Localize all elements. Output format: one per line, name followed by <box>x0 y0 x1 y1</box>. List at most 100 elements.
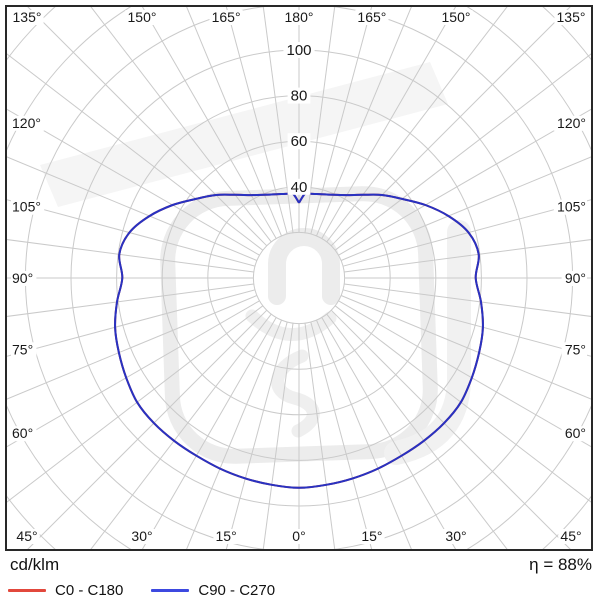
angle-label-75-left: 75° <box>12 341 33 357</box>
angle-label-165-left: 165° <box>212 9 241 25</box>
angle-label-120-left: 120° <box>12 115 41 131</box>
grid-spoke <box>26 309 268 550</box>
angle-label-halo <box>290 529 308 544</box>
ring-labels: 40 60 80 100 <box>283 42 315 196</box>
angle-label-halo <box>355 10 389 25</box>
angle-label-halo <box>561 271 587 286</box>
angle-label-halo <box>443 529 469 544</box>
grid-spoke <box>6 238 254 273</box>
angle-label-halo <box>553 199 587 215</box>
grid-spoke <box>141 317 277 550</box>
angle-label-60-right: 60° <box>565 425 586 441</box>
angle-label-halo <box>129 529 155 544</box>
ring-label-80: 80 <box>291 88 308 105</box>
angle-label-halo <box>209 10 243 25</box>
grid-spoke <box>330 309 572 550</box>
grid-spoke <box>304 6 336 233</box>
angle-label-90-right: 90° <box>565 270 586 286</box>
grid-spoke <box>6 289 256 358</box>
grid-spoke <box>340 295 592 400</box>
grid-spoke <box>304 323 336 550</box>
angle-label-15-right: 15° <box>361 528 382 544</box>
angle-label-180-right: 180° <box>285 9 314 25</box>
grid-spoke <box>141 6 277 239</box>
angle-label-45-left: 45° <box>16 528 37 544</box>
angle-label-halo <box>282 10 316 25</box>
grid-spoke <box>185 319 282 550</box>
grid-spoke <box>262 323 294 550</box>
angle-label-halo <box>11 426 37 442</box>
watermark-hook <box>384 220 471 465</box>
angle-label-halo <box>554 10 588 25</box>
angle-label-45-right: 45° <box>560 528 581 544</box>
grid-spoke <box>334 305 592 504</box>
watermark-squiggle <box>271 349 320 438</box>
grid-spoke <box>310 321 373 550</box>
watermark-band <box>40 62 448 207</box>
ring-label-halo <box>283 42 315 58</box>
grid-spoke <box>310 6 373 235</box>
grid-spoke <box>6 108 260 256</box>
grid-spoke <box>316 6 413 237</box>
grid-spoke <box>338 108 592 256</box>
angle-label-halo <box>125 10 159 25</box>
angle-label-150-left: 150° <box>128 9 157 25</box>
angle-label-halo <box>11 199 45 215</box>
units-label: cd/klm <box>10 555 60 574</box>
watermark-smile <box>245 309 337 341</box>
c90-c270-line-swatch <box>151 589 190 592</box>
angle-label-105-right: 105° <box>557 199 586 215</box>
angle-label-90-left: 90° <box>12 270 33 286</box>
grid-spoke <box>185 6 282 237</box>
ring-label-halo <box>287 133 311 150</box>
c0-c180-line-swatch <box>8 589 46 592</box>
angle-label-165-right: 165° <box>357 9 386 25</box>
ring-label-40: 40 <box>291 179 308 196</box>
angle-label-0-right: 0° <box>292 528 305 544</box>
grid-spoke <box>338 300 592 448</box>
angle-label-halo <box>11 271 37 286</box>
c0-c180-label: C0 - C180 <box>55 582 124 599</box>
angle-label-halo <box>14 529 40 544</box>
curve-c90-c270 <box>114 192 484 489</box>
angle-label-60-left: 60° <box>12 425 33 441</box>
grid-spoke <box>326 313 509 550</box>
angle-label-75-right: 75° <box>565 341 586 357</box>
grid-spoke <box>6 52 264 251</box>
angle-label-150-right: 150° <box>442 9 471 25</box>
angle-label-halo <box>439 10 473 25</box>
grid-spoke <box>321 317 457 550</box>
grid-spoke <box>334 52 592 251</box>
angle-label-halo <box>558 529 584 544</box>
grid-spoke <box>89 313 272 550</box>
angle-label-halo <box>359 529 385 544</box>
grid-spoke <box>326 6 509 243</box>
angle-label-105-left: 105° <box>12 199 41 215</box>
angle-label-135-right: 135° <box>557 9 586 25</box>
watermark-logo <box>40 62 471 465</box>
grid-spoke <box>342 289 592 358</box>
ring-label-halo <box>287 87 311 104</box>
grid-spoke <box>321 6 457 239</box>
watermark-glyph <box>268 228 340 305</box>
angle-label-15-left: 15° <box>216 528 237 544</box>
grid-spoke <box>340 156 592 261</box>
grid-spoke <box>6 305 264 504</box>
angle-label-halo <box>553 115 587 131</box>
grid-spoke <box>6 283 254 318</box>
plot-border <box>5 5 593 551</box>
angle-label-135-left: 135° <box>13 9 42 25</box>
angle-label-halo <box>561 342 587 358</box>
angle-label-halo <box>11 342 37 358</box>
ring-label-100: 100 <box>286 42 311 59</box>
angle-label-halo <box>213 529 239 544</box>
angle-label-30-right: 30° <box>445 528 466 544</box>
grid-spoke <box>316 319 413 550</box>
grid-spoke <box>225 6 288 235</box>
grid-spoke <box>89 6 272 243</box>
grid-spoke <box>6 198 256 267</box>
angle-label-30-left: 30° <box>131 528 152 544</box>
c90-c270-label: C90 - C270 <box>198 582 276 599</box>
